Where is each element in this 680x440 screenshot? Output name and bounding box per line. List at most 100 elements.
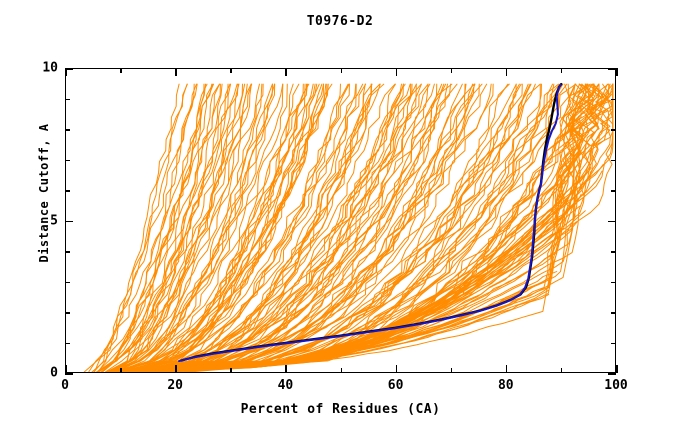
x-tick-0 xyxy=(65,365,67,373)
background-curve-45 xyxy=(126,83,306,372)
x-tick-70 xyxy=(450,368,453,373)
background-curve-127 xyxy=(159,83,561,372)
background-curve-14 xyxy=(96,83,214,372)
plot-area xyxy=(65,68,616,373)
highlight-curves-group xyxy=(178,82,563,363)
background-curve-106 xyxy=(140,83,488,372)
background-curve-125 xyxy=(143,83,542,372)
background-curve-99 xyxy=(145,83,480,372)
y-tick-5 xyxy=(65,220,73,222)
x-tick-label-0: 0 xyxy=(61,378,69,393)
x-tick-40 xyxy=(285,365,287,373)
y-tick-10 xyxy=(65,68,73,70)
background-curve-18 xyxy=(104,83,229,372)
y-tick-right-0 xyxy=(608,373,616,375)
y-tick-right-9 xyxy=(611,98,616,100)
x-tick-top-30 xyxy=(230,68,232,73)
background-curve-29 xyxy=(113,83,253,372)
y-tick-4 xyxy=(65,251,70,253)
background-curve-115 xyxy=(155,83,532,372)
background-curve-123 xyxy=(141,83,555,372)
x-tick-top-100 xyxy=(616,68,618,76)
background-curve-low-41 xyxy=(173,83,614,372)
x-tick-top-70 xyxy=(450,68,453,73)
x-tick-20 xyxy=(175,365,177,373)
background-curve-93 xyxy=(138,83,447,372)
y-tick-right-3 xyxy=(611,281,616,283)
background-curve-40 xyxy=(117,83,294,372)
background-curve-34 xyxy=(114,83,276,372)
x-tick-100 xyxy=(616,365,618,373)
background-curve-61 xyxy=(130,83,349,372)
y-tick-right-4 xyxy=(611,251,616,253)
background-curve-79 xyxy=(136,83,406,372)
x-tick-top-40 xyxy=(285,68,287,76)
background-curve-100 xyxy=(135,83,475,372)
x-tick-label-60: 60 xyxy=(387,378,404,393)
x-tick-top-90 xyxy=(560,68,563,73)
background-curve-73 xyxy=(135,83,396,372)
background-curve-15 xyxy=(96,83,238,372)
x-tick-label-20: 20 xyxy=(167,378,184,393)
background-curve-112 xyxy=(144,83,510,372)
x-tick-80 xyxy=(505,365,508,373)
background-curve-38 xyxy=(116,83,284,372)
y-tick-1 xyxy=(65,342,70,344)
background-curve-90 xyxy=(132,83,443,372)
y-tick-7 xyxy=(65,159,70,161)
y-tick-right-1 xyxy=(611,342,616,344)
y-tick-9 xyxy=(65,98,70,100)
background-curve-83 xyxy=(139,83,412,372)
y-tick-0 xyxy=(65,373,73,375)
x-tick-top-10 xyxy=(120,68,122,73)
background-curve-12 xyxy=(105,83,221,372)
background-curve-6 xyxy=(101,83,197,372)
background-curve-0 xyxy=(93,83,180,372)
background-curve-8 xyxy=(96,83,207,372)
x-tick-top-0 xyxy=(65,68,67,76)
y-tick-6 xyxy=(65,190,70,192)
y-tick-right-5 xyxy=(608,220,616,222)
background-curve-33 xyxy=(107,83,264,372)
background-curve-4 xyxy=(88,83,198,372)
background-curve-2 xyxy=(93,83,188,372)
x-tick-top-80 xyxy=(505,68,508,76)
plot-canvas xyxy=(83,82,614,372)
background-curve-74 xyxy=(134,83,404,372)
background-curve-11 xyxy=(98,83,213,372)
background-curve-104 xyxy=(142,83,483,372)
background-curve-19 xyxy=(108,83,246,372)
x-tick-top-20 xyxy=(175,68,177,76)
background-curve-31 xyxy=(108,83,273,372)
background-curve-36 xyxy=(113,83,288,372)
y-tick-right-7 xyxy=(611,159,616,161)
y-tick-label-5: 5 xyxy=(50,213,58,228)
background-curve-91 xyxy=(141,83,435,372)
background-curve-129 xyxy=(147,83,576,372)
background-curve-25 xyxy=(109,83,239,372)
x-tick-60 xyxy=(395,365,398,373)
background-curve-51 xyxy=(124,83,314,372)
background-curve-117 xyxy=(152,83,522,372)
x-tick-label-80: 80 xyxy=(497,378,514,393)
background-curve-70 xyxy=(123,83,366,372)
x-tick-top-60 xyxy=(395,68,398,76)
x-tick-10 xyxy=(120,368,122,373)
background-curve-low-42 xyxy=(189,170,603,372)
background-curve-52 xyxy=(124,83,325,372)
x-tick-50 xyxy=(340,368,342,373)
y-tick-right-2 xyxy=(611,312,616,314)
background-curve-41 xyxy=(117,83,304,372)
y-tick-3 xyxy=(65,281,70,283)
background-curve-86 xyxy=(127,83,422,372)
x-tick-label-40: 40 xyxy=(277,378,294,393)
y-tick-right-6 xyxy=(611,190,616,192)
background-curve-119 xyxy=(142,83,536,372)
y-tick-right-10 xyxy=(608,68,616,70)
background-curve-low-43 xyxy=(184,83,614,372)
background-curve-62 xyxy=(127,83,350,372)
background-curve-71 xyxy=(133,83,373,372)
background-curves-group xyxy=(83,83,614,372)
y-tick-8 xyxy=(65,129,70,131)
